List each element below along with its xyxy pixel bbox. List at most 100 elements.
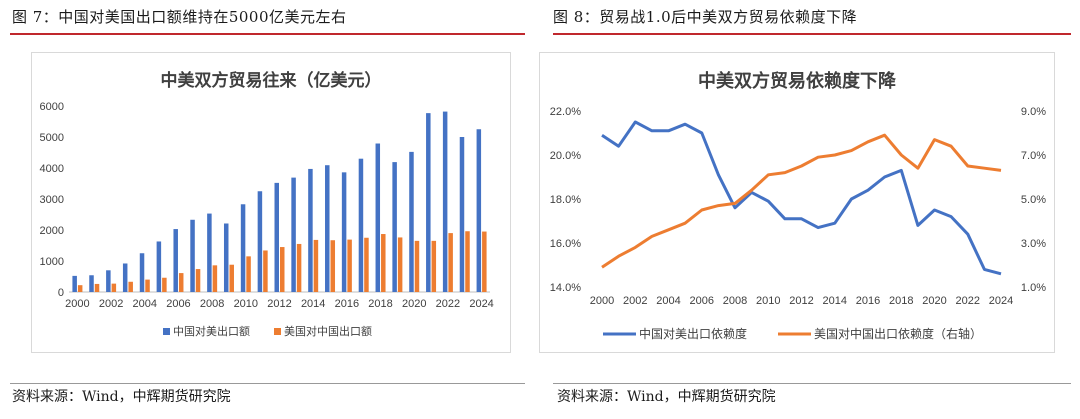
line-y-right-tick-label: 9.0% [1021,106,1046,118]
bar-us-export [465,231,470,292]
line-y-left-tick-label: 16.0% [550,238,581,250]
bar-x-tick-label: 2014 [301,298,325,310]
bar-china-export [223,223,229,292]
bar-china-export [89,275,94,292]
bar-china-export [476,129,482,292]
bar-y-tick-label: 1000 [40,256,64,268]
bar-china-export [122,263,128,292]
bar-us-export [381,234,386,292]
bar-china-export [207,213,212,292]
bar-x-tick-label: 2020 [402,298,426,310]
line-x-tick-label: 2000 [590,295,614,307]
line-x-tick-label: 2008 [723,295,747,307]
line-x-tick-label: 2002 [623,295,647,307]
bar-us-export [414,240,420,292]
line-y-left-tick-label: 22.0% [550,106,581,118]
line-legend: 中国对美出口依赖度 美国对中国出口依赖度（右轴） [603,326,982,341]
bar-us-export [431,240,437,292]
bar-china-export [257,191,263,292]
bar-china-export [106,270,111,292]
bar-china-export [459,137,465,292]
bar-china-export [325,165,330,292]
bar-x-tick-label: 2022 [436,298,460,310]
bar-us-export [212,265,218,292]
bar-us-export [246,256,251,292]
bar-x-tick-label: 2008 [200,298,224,310]
right-source-note: 资料来源：Wind，中辉期货研究院 [557,389,776,405]
legend-label-us-export: 美国对中国出口额 [284,324,372,338]
line-y-right-tick-label: 7.0% [1021,150,1046,162]
bar-us-export [178,273,184,292]
bar-y-tick-label: 2000 [40,225,64,237]
bar-china-export [308,168,313,292]
bar-us-export [229,264,234,292]
bar-chart-title: 中美双方贸易往来（亿美元） [161,70,382,90]
bar-us-export [280,247,285,292]
left-figure-title: 图 7：中国对美国出口额维持在5000亿美元左右 [12,8,347,26]
bar-x-tick-label: 2000 [65,298,89,310]
line-y-left-tick-label: 14.0% [550,282,581,294]
legend-label-us-dependence: 美国对中国出口依赖度（右轴） [814,326,982,341]
bar-us-export [313,239,319,292]
bar-y-tick-label: 4000 [40,163,64,175]
bar-china-export [341,172,347,292]
bar-us-export [296,243,302,292]
bar-y-tick-label: 5000 [40,132,64,144]
line-y-right-tick-label: 1.0% [1021,282,1046,294]
bar-us-export [128,281,133,292]
bar-us-export [145,279,150,292]
bar-x-tick-label: 2004 [133,298,157,310]
bar-us-export [448,233,453,292]
bar-china-export [358,158,364,292]
legend-swatch-us-export [274,328,281,335]
bar-us-export [482,231,487,292]
right-figure-title: 图 8：贸易战1.0后中美双方贸易依赖度下降 [553,8,858,26]
left-title-rule [10,33,525,35]
right-source-rule [553,383,1071,384]
bar-legend: 中国对美出口额 美国对中国出口额 [163,324,372,338]
bar-y-tick-label: 6000 [40,101,64,113]
left-source-rule [10,383,525,384]
line-x-tick-label: 2018 [889,295,913,307]
bar-china-export [139,253,145,292]
bar-us-export [397,237,403,292]
line-y-right-tick-label: 3.0% [1021,238,1046,250]
bar-us-export [347,239,352,292]
bar-china-export [72,275,77,292]
bar-china-export [156,241,162,292]
bar-us-export [364,237,369,292]
bar-x-tick-label: 2012 [267,298,291,310]
bar-x-tick-label: 2006 [166,298,190,310]
bar-us-export [94,283,100,292]
line-x-tick-label: 2006 [690,295,714,307]
line-y-left-tick-label: 18.0% [550,194,581,206]
bar-x-tick-label: 2018 [368,298,392,310]
right-title-rule [553,33,1071,35]
bar-china-export [274,182,279,292]
bar-china-export [442,111,448,292]
line-x-tick-label: 2010 [756,295,780,307]
bar-china-export [173,229,178,292]
bar-us-export [162,277,167,292]
legend-label-china-dependence: 中国对美出口依赖度 [639,326,747,341]
bar-china-export [291,177,296,292]
bar-us-export [195,269,201,292]
bar-x-tick-label: 2024 [469,298,493,310]
bar-china-export [426,113,431,292]
bar-y-tick-label: 3000 [40,194,64,206]
line-y-left-tick-label: 20.0% [550,150,581,162]
line-chart: 中美双方贸易依赖度下降 14.0% 16.0% 18.0% 20.0% 22.0% 1.… [550,70,1046,341]
line-x-tick-label: 2022 [956,295,980,307]
bar-us-export [77,285,83,292]
line-chart-panel: 中美双方贸易依赖度下降 14.0% 16.0% 18.0% 20.0% 22.0% 1.… [539,52,1055,353]
line-chart-title: 中美双方贸易依赖度下降 [698,70,897,91]
line-x-tick-label: 2012 [789,295,813,307]
bar-x-tick-label: 2002 [99,298,123,310]
line-y-right-tick-label: 5.0% [1021,194,1046,206]
bar-china-export [190,219,195,292]
line-x-tick-label: 2024 [989,295,1013,307]
bar-us-export [111,283,117,292]
bar-china-export [392,162,397,292]
bar-x-tick-label: 2010 [234,298,258,310]
bar-us-export [330,240,336,292]
